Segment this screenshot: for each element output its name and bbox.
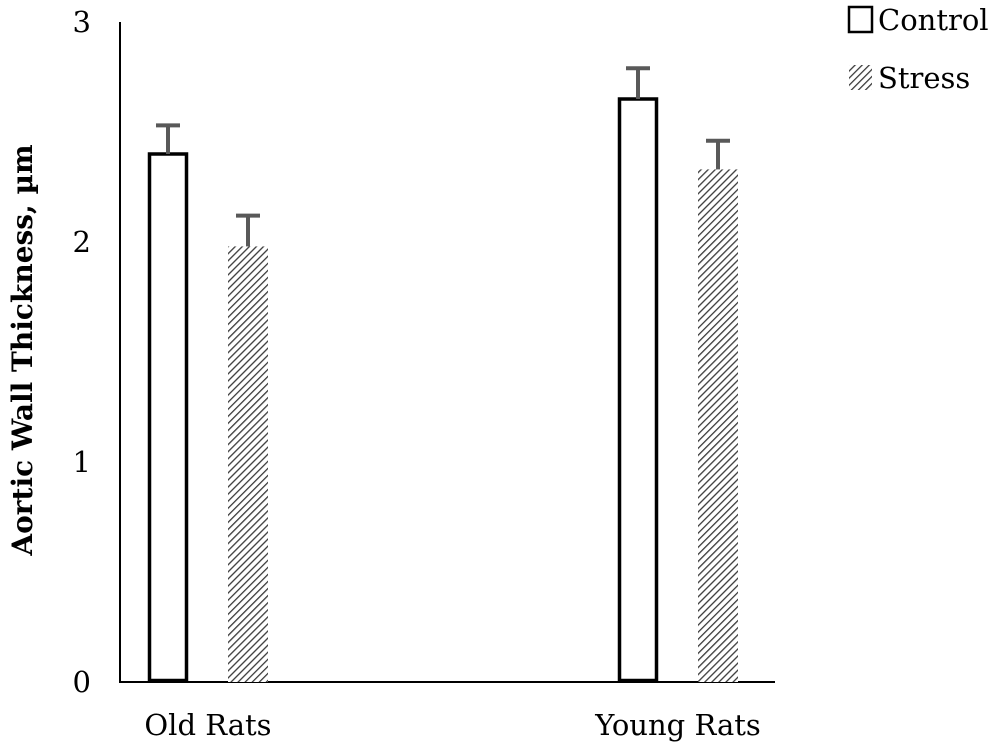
y-tick-label: 0 xyxy=(73,665,91,699)
y-tick-label: 3 xyxy=(73,5,91,39)
error-bars xyxy=(156,66,730,247)
x-tick-label: Old Rats xyxy=(144,708,271,742)
y-tick-labels: 0 1 2 3 xyxy=(73,5,91,699)
legend-swatch-stress xyxy=(849,65,872,90)
bar-stress xyxy=(698,169,738,682)
bar-control xyxy=(147,152,189,683)
legend: Control Stress xyxy=(847,3,989,95)
legend-label-stress: Stress xyxy=(878,61,970,95)
y-tick-label: 1 xyxy=(73,445,91,479)
x-tick-label: Young Rats xyxy=(594,708,761,742)
category-labels: Old Rats Young Rats xyxy=(144,708,760,742)
y-tick-label: 2 xyxy=(73,225,91,259)
legend-swatch-control xyxy=(847,5,874,34)
bar-control xyxy=(617,97,659,683)
bars xyxy=(147,97,738,683)
y-axis-title: Aortic Wall Thickness, µm xyxy=(6,144,39,556)
bar-stress xyxy=(228,246,268,682)
legend-label-control: Control xyxy=(878,3,989,37)
